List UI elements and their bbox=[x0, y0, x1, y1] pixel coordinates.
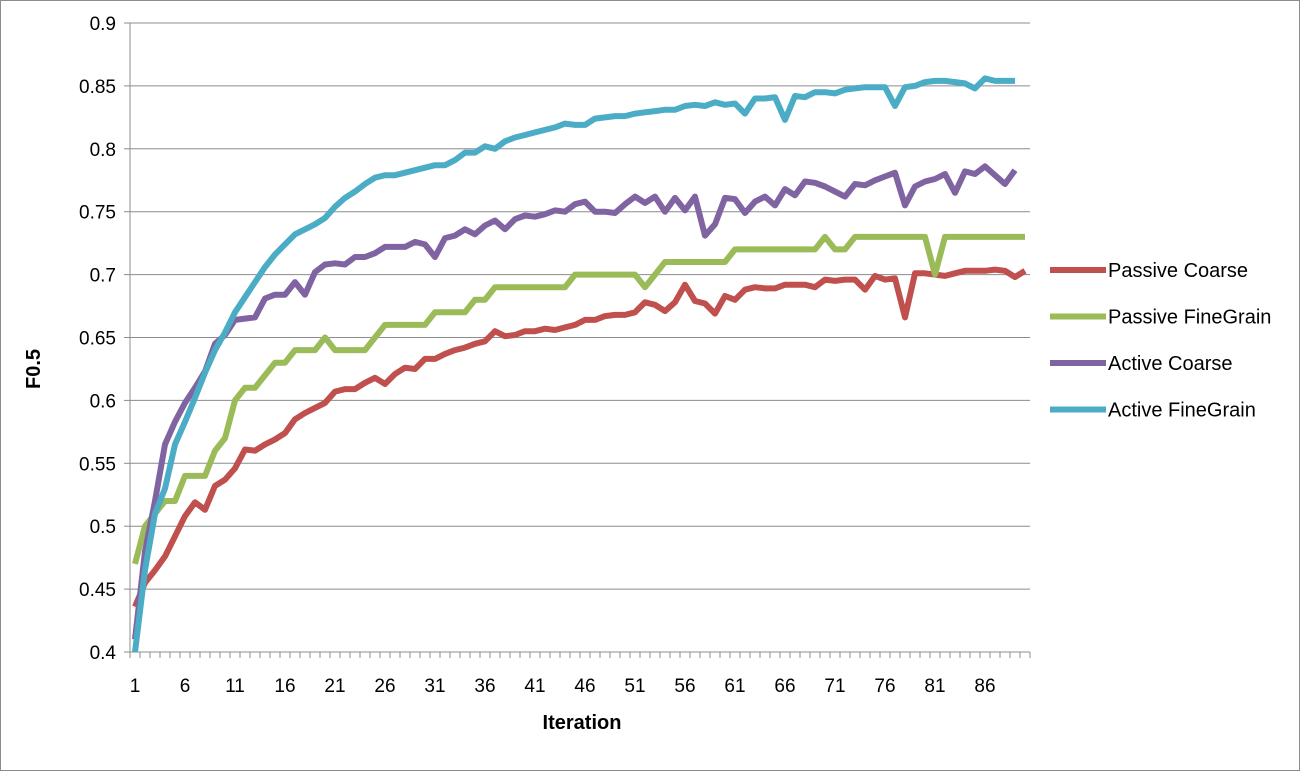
axes bbox=[129, 23, 1031, 658]
x-tick-label: 86 bbox=[974, 676, 995, 697]
series-line-passive-coarse bbox=[132, 266, 1027, 608]
x-tick-label: 46 bbox=[574, 676, 595, 697]
series-lines bbox=[132, 75, 1027, 653]
y-tick-label: 0.7 bbox=[90, 266, 116, 287]
x-axis-title: Iteration bbox=[543, 712, 622, 734]
x-tick-label: 36 bbox=[474, 676, 495, 697]
series-line-passive-finegrain bbox=[132, 233, 1025, 565]
x-tick-label: 26 bbox=[374, 676, 395, 697]
x-tick-label: 21 bbox=[324, 676, 345, 697]
legend-label: Passive FineGrain bbox=[1108, 307, 1271, 329]
y-tick-label: 0.8 bbox=[90, 140, 116, 161]
x-tick-label: 6 bbox=[180, 676, 191, 697]
x-tick-label: 11 bbox=[225, 676, 245, 697]
series-line-active-finegrain bbox=[132, 75, 1015, 653]
x-tick-label: 71 bbox=[824, 676, 845, 697]
y-tick-label: 0.9 bbox=[90, 14, 116, 35]
gridlines bbox=[124, 22, 1030, 653]
y-tick-label: 0.85 bbox=[79, 77, 116, 98]
x-tick-label: 16 bbox=[274, 676, 295, 697]
x-tick-label: 51 bbox=[624, 676, 645, 697]
x-tick-label: 1 bbox=[130, 676, 141, 697]
x-tick-labels: 1 6 11 16 21 26 31 36 41 46 51 56 61 66 71 76 81 86 bbox=[130, 676, 996, 697]
x-tick-label: 41 bbox=[524, 676, 545, 697]
y-tick-label: 0.65 bbox=[79, 329, 116, 350]
legend-label: Active Coarse bbox=[1108, 353, 1233, 375]
y-tick-label: 0.5 bbox=[90, 517, 116, 538]
legend-label: Passive Coarse bbox=[1108, 260, 1248, 282]
x-tick-label: 31 bbox=[424, 676, 445, 697]
y-tick-label: 0.45 bbox=[79, 580, 116, 601]
y-tick-label: 0.4 bbox=[90, 643, 117, 664]
y-tick-label: 0.75 bbox=[79, 203, 116, 224]
legend-label: Active FineGrain bbox=[1108, 400, 1256, 422]
x-tick-label: 66 bbox=[774, 676, 795, 697]
y-tick-labels: 0.4 0.45 0.5 0.55 0.6 0.65 0.7 0.75 0.8 0.85 0.9 bbox=[79, 14, 116, 664]
y-tick-label: 0.6 bbox=[90, 391, 116, 412]
x-tick-label: 76 bbox=[874, 676, 895, 697]
x-tick-label: 81 bbox=[924, 676, 945, 697]
x-tick-label: 61 bbox=[724, 676, 745, 697]
y-tick-label: 0.55 bbox=[79, 454, 116, 475]
series-line-active-coarse bbox=[132, 163, 1018, 640]
legend: Passive Coarse Passive FineGrain Active Co… bbox=[1050, 260, 1271, 422]
y-axis-title: F0.5 bbox=[23, 349, 45, 389]
x-tick-label: 56 bbox=[674, 676, 695, 697]
